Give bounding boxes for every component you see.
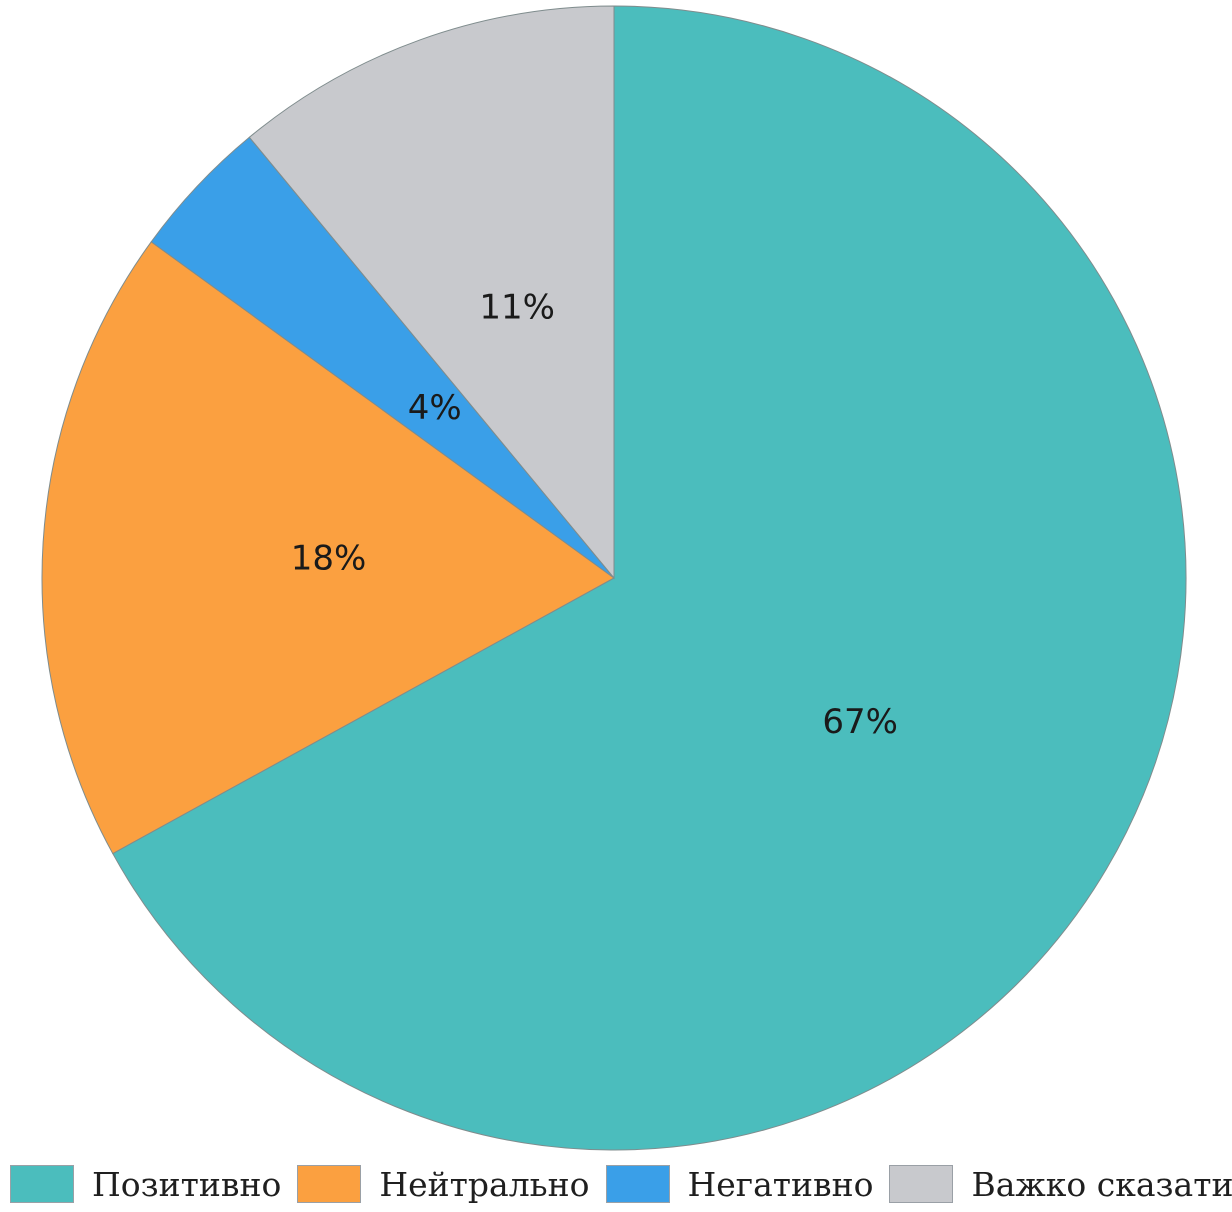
pie-data-labels: 67% 18% 4% 11%	[291, 287, 898, 742]
legend-label-neutral: Нейтрально	[379, 1164, 590, 1204]
legend-item-neutral: Нейтрально	[297, 1164, 590, 1204]
legend-item-hard-to-say: Важко сказати	[889, 1165, 1232, 1204]
legend-item-positive: Позитивно	[10, 1165, 281, 1204]
legend-swatch-positive	[10, 1165, 74, 1203]
pie-slice-positive	[112, 5, 1187, 1151]
legend-label-hard-to-say: Важко сказати	[971, 1164, 1232, 1204]
legend-swatch-hard-to-say	[889, 1165, 954, 1203]
data-label-negative: 4%	[408, 388, 462, 428]
legend-item-negative: Негативно	[605, 1164, 874, 1204]
pie-slice-hard-to-say	[248, 5, 615, 580]
legend-label-positive: Позитивно	[92, 1164, 282, 1204]
pie-slice-neutral	[41, 241, 615, 855]
legend-swatch-negative	[605, 1165, 670, 1203]
legend-label-negative: Негативно	[687, 1164, 874, 1204]
data-label-positive: 67%	[822, 702, 898, 742]
pie-slices	[41, 5, 1187, 1151]
data-label-neutral: 18%	[291, 539, 367, 579]
chart-legend: Позитивно Нейтрально Негативно Важко ска…	[10, 1162, 1232, 1206]
data-label-hard-to-say: 11%	[479, 287, 555, 327]
legend-swatch-neutral	[297, 1165, 362, 1203]
